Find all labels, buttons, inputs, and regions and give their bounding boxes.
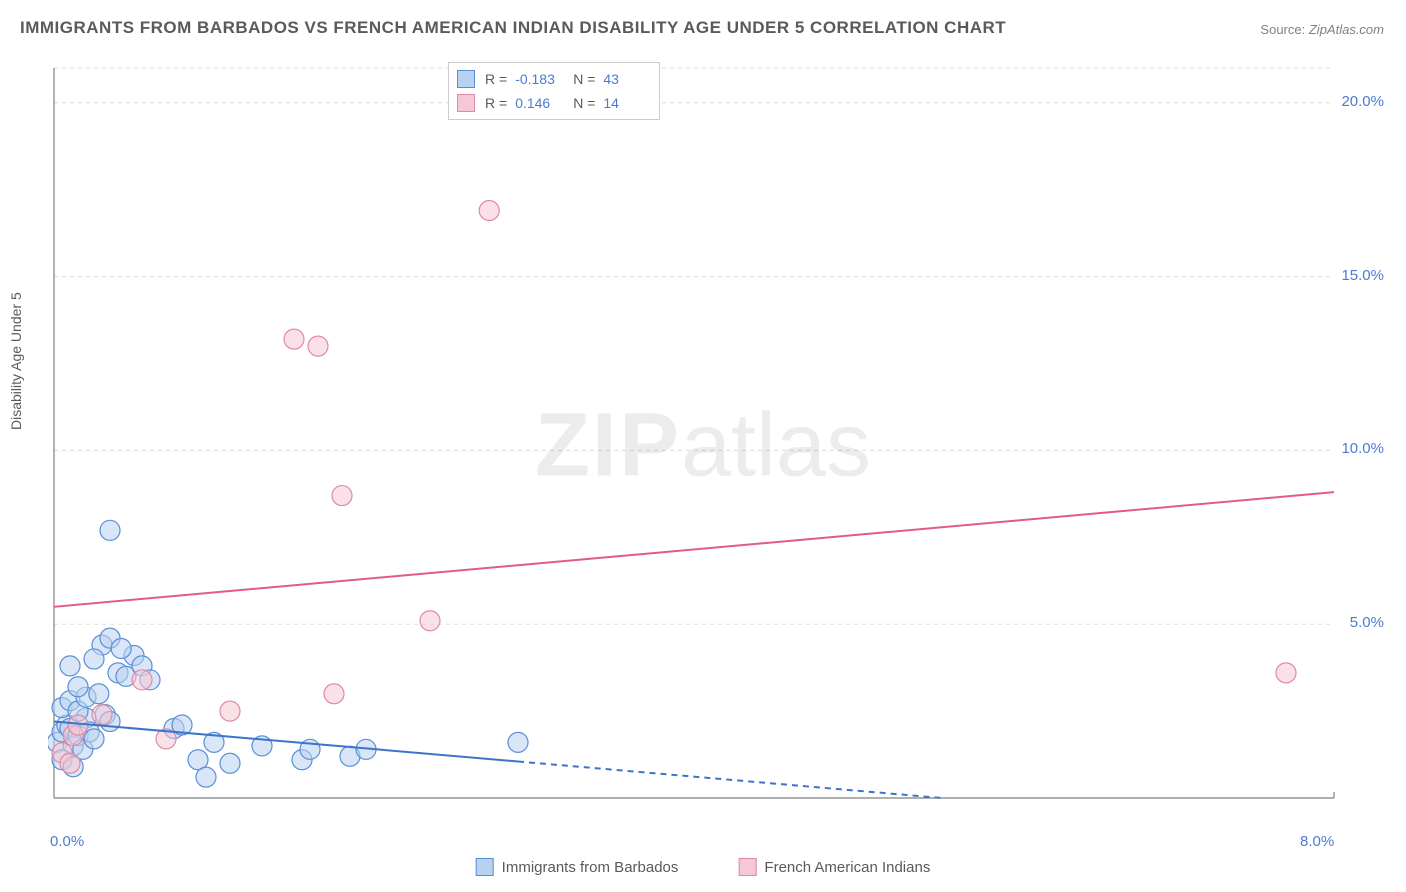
y-tick-label: 5.0% [1350, 614, 1384, 631]
legend-swatch [457, 94, 475, 112]
source-attribution: Source: ZipAtlas.com [1260, 22, 1384, 37]
legend-swatch [476, 858, 494, 876]
y-tick-label: 20.0% [1341, 93, 1384, 110]
bottom-legend: Immigrants from Barbados French American … [476, 858, 931, 876]
y-axis-label: Disability Age Under 5 [8, 292, 24, 430]
chart-title: IMMIGRANTS FROM BARBADOS VS FRENCH AMERI… [20, 18, 1006, 38]
legend-stats-box: R = -0.183 N = 43 R = 0.146 N = 14 [448, 62, 660, 120]
legend-swatch [738, 858, 756, 876]
x-tick-label: 8.0% [1300, 833, 1334, 850]
n-value: 43 [603, 67, 651, 91]
legend-stat-row: R = -0.183 N = 43 [457, 67, 651, 91]
source-value: ZipAtlas.com [1309, 22, 1384, 37]
legend-stat-row: R = 0.146 N = 14 [457, 91, 651, 115]
n-label: N = [573, 91, 595, 115]
x-tick-label: 0.0% [50, 833, 84, 850]
bottom-legend-item: Immigrants from Barbados [476, 858, 679, 876]
r-label: R = [485, 67, 507, 91]
y-tick-label: 10.0% [1341, 440, 1384, 457]
legend-label: Immigrants from Barbados [502, 859, 679, 876]
r-value: -0.183 [515, 67, 563, 91]
r-value: 0.146 [515, 91, 563, 115]
source-label: Source: [1260, 22, 1305, 37]
n-value: 14 [603, 91, 651, 115]
r-label: R = [485, 91, 507, 115]
legend-label: French American Indians [764, 859, 930, 876]
y-tick-label: 15.0% [1341, 267, 1384, 284]
chart-plot [48, 60, 1386, 835]
legend-swatch [457, 70, 475, 88]
bottom-legend-item: French American Indians [738, 858, 930, 876]
n-label: N = [573, 67, 595, 91]
